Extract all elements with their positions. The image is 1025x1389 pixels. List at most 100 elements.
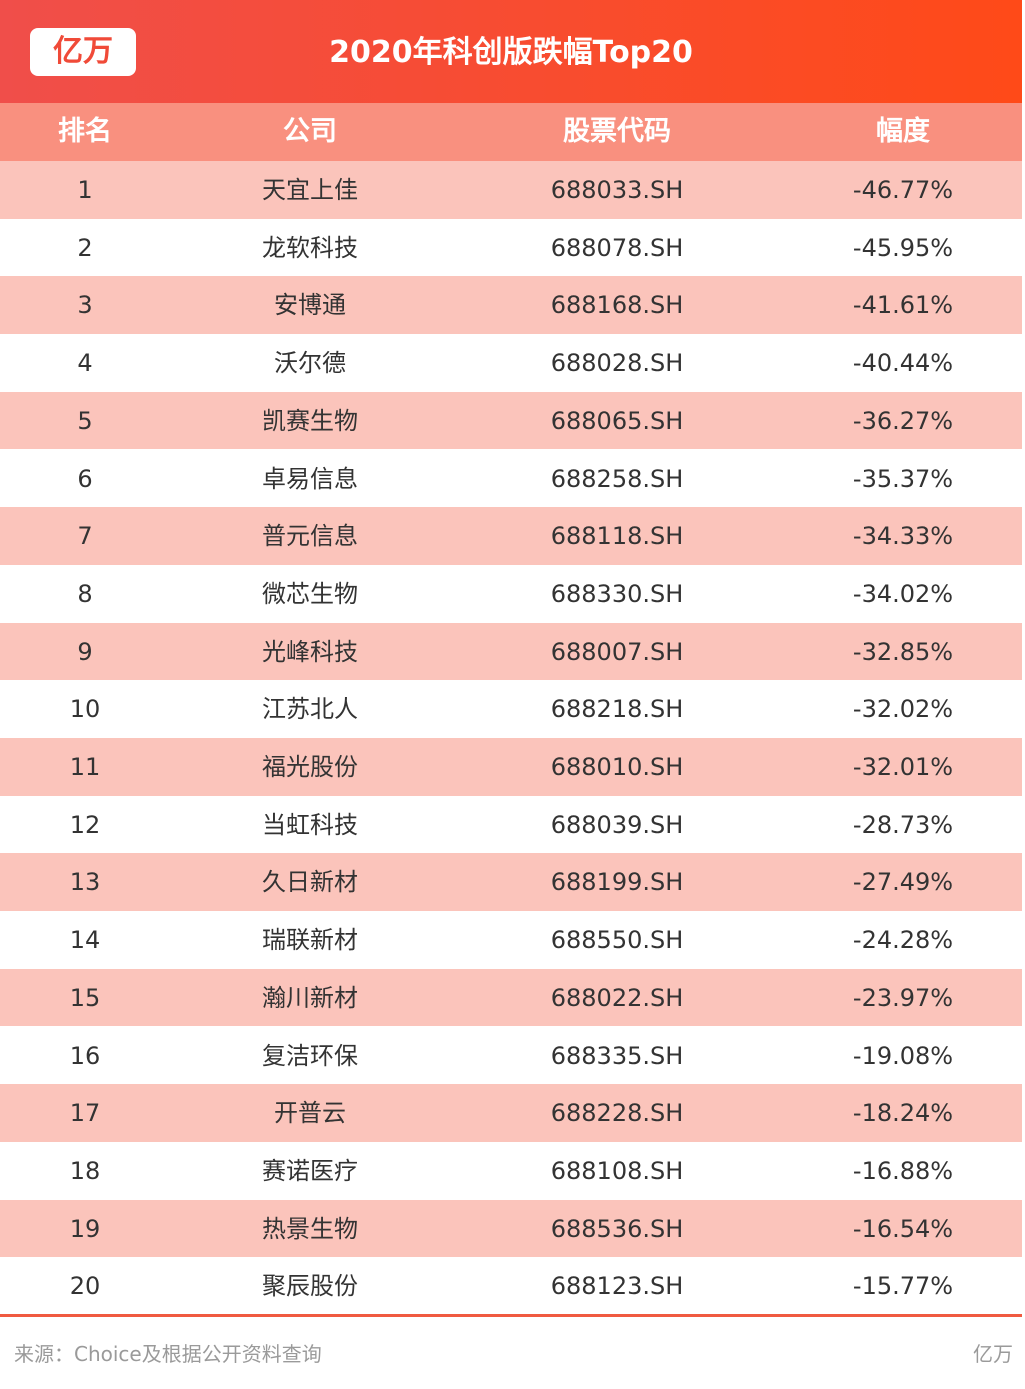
cell: 安博通 bbox=[274, 291, 346, 320]
brand: 亿万 bbox=[973, 1342, 1013, 1366]
cell: 幅度 bbox=[876, 116, 930, 147]
table-row: 2 龙软科技 688078.SH -45.95% bbox=[0, 219, 1022, 277]
table-row: 1 天宜上佳 688033.SH -46.77% bbox=[0, 161, 1022, 219]
cell: 688335.SH bbox=[550, 1041, 684, 1070]
table-row: 19 热景生物 688536.SH -16.54% bbox=[0, 1199, 1022, 1258]
cell: 8 bbox=[77, 579, 93, 608]
cell: -36.27% bbox=[852, 406, 954, 435]
cell: 5 bbox=[77, 406, 93, 435]
cell: -34.02% bbox=[852, 579, 954, 608]
title: 2020年科创版跌幅Top20 bbox=[329, 35, 693, 70]
table-row: 9 光峰科技 688007.SH -32.85% bbox=[0, 622, 1022, 681]
cell: 688065.SH bbox=[550, 406, 684, 435]
cell: 瑞联新材 bbox=[262, 926, 358, 955]
cell: 688536.SH bbox=[550, 1214, 684, 1243]
cell: 13 bbox=[69, 868, 101, 897]
cell: 瀚川新材 bbox=[262, 983, 358, 1012]
cell: 卓易信息 bbox=[262, 464, 358, 493]
cell: 688118.SH bbox=[550, 522, 684, 551]
cell: 3 bbox=[77, 291, 93, 320]
cell: 2 bbox=[77, 233, 93, 262]
table-row: 6 卓易信息 688258.SH -35.37% bbox=[0, 450, 1022, 508]
table-row: 13 久日新材 688199.SH -27.49% bbox=[0, 853, 1022, 912]
table-row: 18 赛诺医疗 688108.SH -16.88% bbox=[0, 1142, 1022, 1200]
cell: -19.08% bbox=[852, 1041, 954, 1070]
table-row: 14 瑞联新材 688550.SH -24.28% bbox=[0, 911, 1022, 969]
cell: 公司 bbox=[283, 116, 337, 147]
cell: 赛诺医疗 bbox=[262, 1156, 358, 1185]
cell: 688168.SH bbox=[550, 291, 684, 320]
table-row: 17 开普云 688228.SH -18.24% bbox=[0, 1084, 1022, 1142]
cell: -32.85% bbox=[852, 637, 954, 666]
header-row: 排名 公司 股票代码 幅度 bbox=[0, 103, 1022, 161]
cell: 688033.SH bbox=[550, 176, 684, 204]
cell: -45.95% bbox=[852, 233, 954, 262]
table-row: 5 凯赛生物 688065.SH -36.27% bbox=[0, 391, 1022, 450]
cell: 9 bbox=[77, 637, 93, 666]
cell: 14 bbox=[69, 926, 101, 955]
cell: -16.88% bbox=[852, 1156, 954, 1185]
cell: -32.01% bbox=[852, 753, 954, 781]
bottom-rule bbox=[0, 1314, 1022, 1317]
cell: 6 bbox=[77, 464, 93, 493]
cell: -46.77% bbox=[852, 176, 954, 204]
cell: -41.61% bbox=[852, 291, 954, 320]
cell: 19 bbox=[69, 1214, 101, 1243]
cell: 7 bbox=[77, 522, 93, 551]
cell: 股票代码 bbox=[563, 116, 671, 147]
source-note: 来源：Choice及根据公开资料查询 bbox=[14, 1342, 322, 1366]
cell: 688218.SH bbox=[550, 695, 684, 724]
table-row: 8 微芯生物 688330.SH -34.02% bbox=[0, 565, 1022, 623]
cell: -24.28% bbox=[852, 926, 954, 955]
table-row: 7 普元信息 688118.SH -34.33% bbox=[0, 507, 1022, 565]
cell: -40.44% bbox=[852, 349, 954, 378]
cell: 光峰科技 bbox=[262, 637, 358, 666]
logo: 亿万 bbox=[30, 28, 136, 76]
cell: 688108.SH bbox=[550, 1156, 684, 1185]
cell: 沃尔德 bbox=[274, 349, 346, 378]
cell: 1 bbox=[77, 176, 93, 204]
cell: 688199.SH bbox=[550, 868, 684, 897]
cell: 17 bbox=[69, 1099, 101, 1128]
cell: 688028.SH bbox=[550, 349, 684, 378]
cell: 15 bbox=[69, 983, 101, 1012]
table-row: 15 瀚川新材 688022.SH -23.97% bbox=[0, 968, 1022, 1027]
cell: -23.97% bbox=[852, 983, 954, 1012]
cell: 普元信息 bbox=[262, 522, 358, 551]
cell: 复洁环保 bbox=[262, 1041, 358, 1070]
table-row: 11 福光股份 688010.SH -32.01% bbox=[0, 738, 1022, 796]
table-row: 12 当虹科技 688039.SH -28.73% bbox=[0, 796, 1022, 854]
cell: 凯赛生物 bbox=[262, 406, 358, 435]
cell: 688123.SH bbox=[550, 1272, 684, 1301]
cell: 688010.SH bbox=[550, 753, 684, 781]
cell: -16.54% bbox=[852, 1214, 954, 1243]
cell: -34.33% bbox=[852, 522, 954, 551]
table-row: 20 聚辰股份 688123.SH -15.77% bbox=[0, 1257, 1022, 1315]
cell: 688258.SH bbox=[550, 464, 684, 493]
cell: 10 bbox=[69, 695, 101, 724]
cell: -32.02% bbox=[852, 695, 954, 724]
cell: 开普云 bbox=[274, 1099, 346, 1128]
cell: 排名 bbox=[58, 116, 112, 147]
table-row: 10 江苏北人 688218.SH -32.02% bbox=[0, 680, 1022, 738]
table-row: 4 沃尔德 688028.SH -40.44% bbox=[0, 334, 1022, 392]
cell: 18 bbox=[69, 1156, 101, 1185]
cell: 16 bbox=[69, 1041, 101, 1070]
cell: 688039.SH bbox=[550, 810, 684, 839]
cell: 688228.SH bbox=[550, 1099, 684, 1128]
cell: 天宜上佳 bbox=[262, 176, 358, 204]
cell: 福光股份 bbox=[262, 753, 358, 781]
cell: 20 bbox=[69, 1272, 101, 1301]
cell: 热景生物 bbox=[262, 1214, 358, 1243]
cell: 688078.SH bbox=[550, 233, 684, 262]
cell: 龙软科技 bbox=[262, 233, 358, 262]
cell: 久日新材 bbox=[262, 868, 358, 897]
cell: 当虹科技 bbox=[262, 810, 358, 839]
table-row: 3 安博通 688168.SH -41.61% bbox=[0, 276, 1022, 335]
cell: -28.73% bbox=[852, 810, 954, 839]
cell: 4 bbox=[77, 349, 93, 378]
cell: -18.24% bbox=[852, 1099, 954, 1128]
cell: 12 bbox=[69, 810, 101, 839]
cell: -35.37% bbox=[852, 464, 954, 493]
cell: -15.77% bbox=[852, 1272, 954, 1301]
